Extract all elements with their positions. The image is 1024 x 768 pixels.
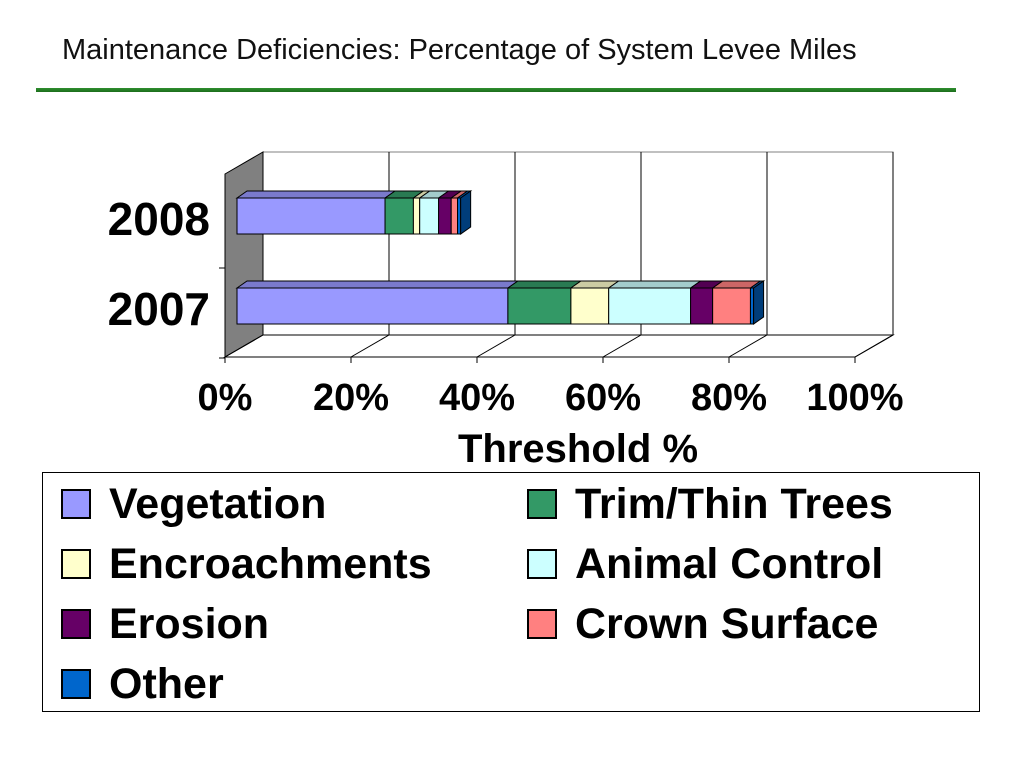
legend-swatch bbox=[61, 609, 91, 639]
floor-gridline bbox=[602, 334, 642, 358]
bar-segment-top bbox=[506, 280, 583, 289]
legend-item: Encroachments bbox=[61, 539, 432, 588]
legend-label: Animal Control bbox=[575, 539, 884, 588]
legend-swatch bbox=[61, 549, 91, 579]
bar-segment bbox=[236, 287, 509, 325]
legend-label: Trim/Thin Trees bbox=[575, 479, 893, 528]
x-axis-title: Threshold % bbox=[458, 427, 698, 470]
chart-area: 0% 20% 40% 60% 80% 100% Threshold % 2008 2007 bbox=[108, 151, 904, 470]
chart-floor bbox=[223, 334, 895, 358]
floor-gridline bbox=[476, 334, 516, 358]
floor-gridline bbox=[854, 334, 894, 358]
bar-segment bbox=[236, 197, 386, 235]
bar-segment bbox=[384, 197, 414, 235]
floor-gridline bbox=[224, 334, 264, 358]
x-tick-label: 20% bbox=[313, 377, 389, 419]
legend-item: Vegetation bbox=[61, 479, 327, 528]
legend-swatch bbox=[527, 549, 557, 579]
floor-gridline bbox=[728, 334, 768, 358]
legend-label: Crown Surface bbox=[575, 599, 879, 648]
category-label: 2007 bbox=[108, 283, 210, 335]
legend-label: Encroachments bbox=[109, 539, 432, 588]
category-label: 2008 bbox=[108, 193, 210, 245]
legend-label: Erosion bbox=[109, 599, 270, 648]
legend-item: Trim/Thin Trees bbox=[527, 479, 893, 528]
bar-segment bbox=[570, 287, 610, 325]
x-tick-label: 80% bbox=[691, 377, 767, 419]
legend-swatch bbox=[527, 609, 557, 639]
bar-segment bbox=[608, 287, 692, 325]
legend-label: Vegetation bbox=[109, 479, 327, 528]
bar-end-face bbox=[460, 190, 472, 235]
legend-item: Animal Control bbox=[527, 539, 884, 588]
bar-segment bbox=[690, 287, 714, 325]
x-tick-label: 0% bbox=[198, 377, 253, 419]
title-divider bbox=[36, 88, 956, 92]
x-tick-label: 60% bbox=[565, 377, 641, 419]
legend-swatch bbox=[527, 489, 557, 519]
x-tick-label: 100% bbox=[806, 377, 903, 419]
bar-segment-top bbox=[607, 280, 703, 289]
floor-gridline bbox=[350, 334, 390, 358]
bar-segment bbox=[412, 197, 421, 235]
legend-label: Other bbox=[109, 659, 224, 708]
legend-swatch bbox=[61, 489, 91, 519]
bar-segment-top bbox=[235, 280, 520, 289]
chart-legend: Vegetation Trim/Thin Trees Encroachments An… bbox=[42, 472, 980, 712]
legend-item: Other bbox=[61, 659, 224, 708]
bar-segment bbox=[712, 287, 751, 325]
legend-item: Erosion bbox=[61, 599, 270, 648]
x-tick-label: 40% bbox=[439, 377, 515, 419]
bar-segment bbox=[438, 197, 452, 235]
bar-segment bbox=[419, 197, 440, 235]
bar-end-face bbox=[753, 280, 765, 325]
legend-swatch bbox=[61, 669, 91, 699]
side-wall bbox=[224, 151, 264, 358]
slide-title: Maintenance Deficiencies: Percentage of … bbox=[62, 34, 857, 66]
legend-item: Crown Surface bbox=[527, 599, 879, 648]
bar-segment-top bbox=[235, 190, 397, 199]
bar-segment bbox=[507, 287, 572, 325]
bar-segment bbox=[450, 197, 459, 235]
